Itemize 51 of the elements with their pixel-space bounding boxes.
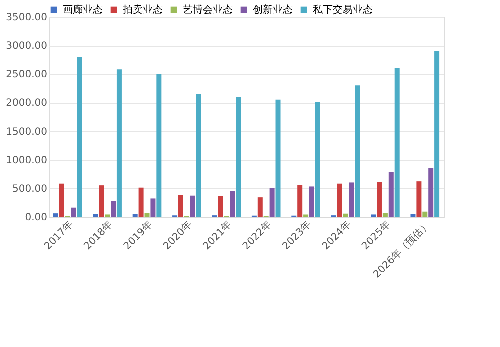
bar	[150, 198, 156, 217]
bar	[315, 102, 320, 217]
bar	[144, 213, 150, 217]
legend-label: 艺博会业态	[183, 4, 233, 16]
bar	[190, 196, 196, 217]
bar	[388, 172, 394, 217]
bar	[434, 51, 440, 217]
bar	[337, 184, 342, 217]
bar	[236, 97, 242, 217]
bar	[258, 198, 263, 217]
legend-label: 私下交易业态	[313, 4, 373, 16]
bar	[111, 201, 116, 217]
bar	[428, 168, 434, 217]
bar	[310, 186, 315, 217]
y-tick-label: 3000.00	[6, 41, 48, 52]
bar	[178, 195, 184, 217]
bar	[270, 188, 275, 217]
bar	[349, 182, 354, 217]
y-tick-label: 2000.00	[6, 98, 48, 110]
bar	[230, 191, 236, 217]
bar	[276, 100, 281, 217]
y-tick-label: 0.00	[25, 212, 48, 224]
legend-label: 拍卖业态	[122, 4, 163, 16]
bar	[116, 70, 122, 217]
bar	[138, 188, 144, 217]
y-tick-label: 500.00	[12, 184, 48, 195]
y-tick-label: 3500.00	[6, 12, 48, 24]
legend-label: 创新业态	[253, 4, 293, 16]
bar	[71, 208, 76, 217]
bar	[132, 214, 138, 217]
bar	[59, 184, 64, 217]
bar	[93, 214, 98, 217]
bar	[53, 214, 58, 217]
bar	[156, 74, 162, 217]
bar	[196, 94, 202, 217]
bar	[382, 213, 388, 217]
bar	[422, 212, 428, 217]
y-tick-label: 1500.00	[6, 126, 48, 138]
bar	[355, 86, 360, 217]
bar	[218, 196, 224, 217]
bar	[410, 214, 416, 217]
legend-label: 画廊业态	[63, 4, 103, 16]
bar	[298, 185, 303, 217]
bar	[343, 214, 348, 217]
bar	[416, 182, 422, 217]
bar	[77, 57, 82, 217]
bar	[99, 186, 104, 217]
y-tick-label: 1000.00	[6, 155, 48, 166]
bar	[394, 68, 400, 217]
bar	[376, 182, 382, 217]
y-tick-label: 2500.00	[6, 70, 48, 81]
